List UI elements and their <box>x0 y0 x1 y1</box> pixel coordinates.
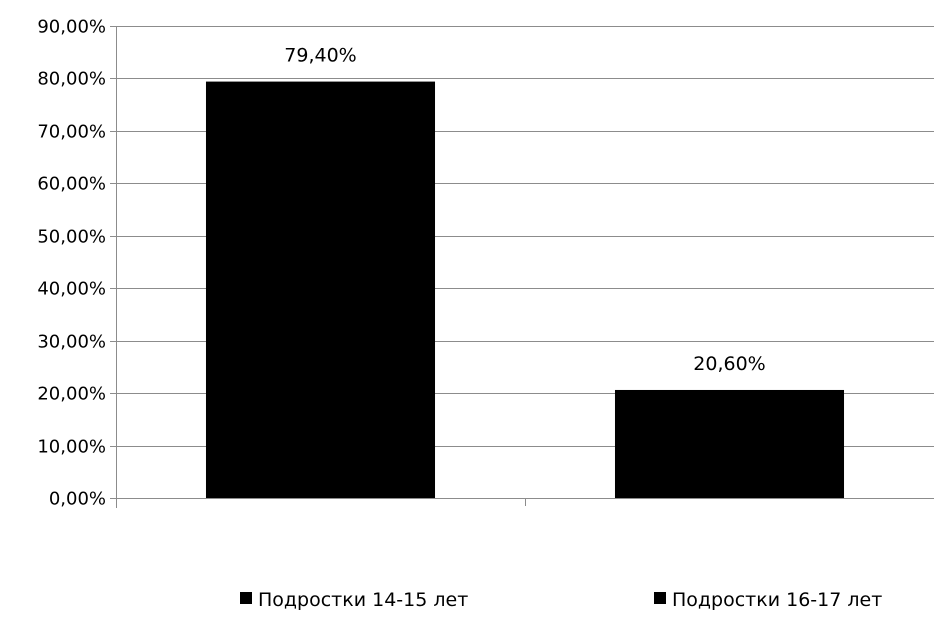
y-tick-label: 30,00% <box>37 332 106 353</box>
legend: Подростки 14-15 лет Подростки 16-17 лет <box>240 589 882 611</box>
legend-swatch <box>240 592 252 604</box>
legend-label: Подростки 16-17 лет <box>672 589 882 611</box>
legend-swatch <box>654 592 666 604</box>
y-tick-label: 80,00% <box>37 69 106 90</box>
data-labels: 79,40% 20,60% <box>284 45 765 375</box>
bar <box>205 81 436 498</box>
legend-label: Подростки 14-15 лет <box>258 589 468 611</box>
data-label: 20,60% <box>693 353 765 375</box>
y-tick-label: 50,00% <box>37 227 106 248</box>
data-label: 79,40% <box>284 45 356 67</box>
bars <box>205 81 845 498</box>
y-tick-labels: 0,00% 10,00% 20,00% 30,00% 40,00% 50,00% 60,00… <box>37 17 106 510</box>
y-tick-label: 10,00% <box>37 437 106 458</box>
axes <box>110 26 934 508</box>
y-tick-label: 70,00% <box>37 122 106 143</box>
y-tick-label: 60,00% <box>37 174 106 195</box>
bar <box>614 389 845 498</box>
y-tick-label: 20,00% <box>37 384 106 405</box>
y-tick-label: 0,00% <box>49 489 106 510</box>
y-tick-label: 90,00% <box>37 17 106 38</box>
y-tick-label: 40,00% <box>37 279 106 300</box>
